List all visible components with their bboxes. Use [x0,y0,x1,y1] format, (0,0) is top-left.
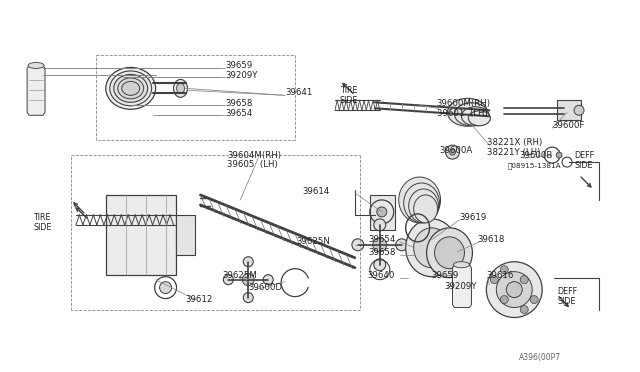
Text: 39614: 39614 [303,187,330,196]
Circle shape [556,152,562,158]
Polygon shape [370,195,395,230]
Text: 39659: 39659 [431,271,459,280]
Text: 39641: 39641 [285,88,312,97]
Ellipse shape [497,272,532,308]
Circle shape [445,145,460,159]
Text: 39659: 39659 [225,61,253,70]
Text: 39605  (LH): 39605 (LH) [227,160,278,169]
Text: ⓜ08915-1381A: ⓜ08915-1381A [508,163,561,169]
Ellipse shape [122,81,140,95]
Text: 39619: 39619 [460,214,487,222]
Text: 39209Y: 39209Y [445,282,477,291]
Text: TIRE: TIRE [33,214,51,222]
Ellipse shape [352,239,364,251]
Text: 38221Y (LH): 38221Y (LH) [488,148,541,157]
Ellipse shape [486,262,542,318]
Text: 39625N: 39625N [296,237,330,246]
Ellipse shape [454,103,488,126]
Ellipse shape [396,239,408,251]
Ellipse shape [110,71,152,106]
Ellipse shape [413,228,449,268]
Ellipse shape [177,83,184,93]
Polygon shape [106,195,175,275]
Circle shape [520,276,528,283]
Ellipse shape [106,67,156,109]
Ellipse shape [506,282,522,298]
Ellipse shape [454,262,469,268]
Ellipse shape [413,195,438,223]
Ellipse shape [374,219,386,231]
Text: DEFF: DEFF [574,151,594,160]
Circle shape [520,305,528,314]
Ellipse shape [243,293,253,302]
Text: 39618: 39618 [477,235,505,244]
Polygon shape [175,215,195,255]
Text: SIDE: SIDE [340,96,358,105]
Circle shape [574,105,584,115]
Text: 39600A: 39600A [440,145,473,155]
Ellipse shape [159,282,172,294]
Text: SIDE: SIDE [574,161,593,170]
Ellipse shape [461,107,490,126]
Ellipse shape [118,78,143,99]
Circle shape [243,274,254,286]
Circle shape [500,296,508,304]
Ellipse shape [435,237,465,269]
Text: 39601  (LH): 39601 (LH) [436,109,487,118]
Ellipse shape [114,74,148,102]
Ellipse shape [468,111,490,126]
Circle shape [530,296,538,304]
Ellipse shape [404,183,440,223]
Ellipse shape [173,79,188,97]
Text: 39612: 39612 [186,295,213,304]
Text: 39616: 39616 [486,271,514,280]
Ellipse shape [243,257,253,267]
Text: 39654: 39654 [369,235,396,244]
Text: 39209Y: 39209Y [225,71,258,80]
Text: 39600B: 39600B [519,151,552,160]
Text: A396(00P7: A396(00P7 [519,353,561,362]
Text: 39654: 39654 [225,109,253,118]
Polygon shape [27,65,45,115]
Text: 39658: 39658 [369,248,396,257]
Ellipse shape [28,62,44,68]
Ellipse shape [263,275,273,285]
Ellipse shape [223,275,234,285]
Ellipse shape [409,189,438,223]
Text: 39600F: 39600F [552,121,584,130]
Ellipse shape [427,228,472,278]
Text: 39604M(RH): 39604M(RH) [227,151,282,160]
Circle shape [449,149,456,155]
Ellipse shape [374,259,386,271]
Text: DEFF: DEFF [557,287,577,296]
Text: 38221X (RH): 38221X (RH) [488,138,543,147]
Circle shape [377,207,387,217]
Text: SIDE: SIDE [557,297,575,306]
Text: 39640: 39640 [367,271,395,280]
Polygon shape [452,265,472,308]
Text: 39658: 39658 [225,99,253,108]
Text: SIDE: SIDE [33,223,52,232]
Circle shape [373,238,387,252]
Ellipse shape [447,98,488,126]
Polygon shape [557,100,581,120]
Ellipse shape [399,177,440,223]
Text: 39625M: 39625M [222,271,257,280]
Text: TIRE: TIRE [340,86,357,95]
Text: 39600M(RH): 39600M(RH) [436,99,491,108]
Ellipse shape [406,219,458,277]
Circle shape [490,276,499,283]
Circle shape [500,266,508,274]
Text: 39600D: 39600D [248,283,282,292]
